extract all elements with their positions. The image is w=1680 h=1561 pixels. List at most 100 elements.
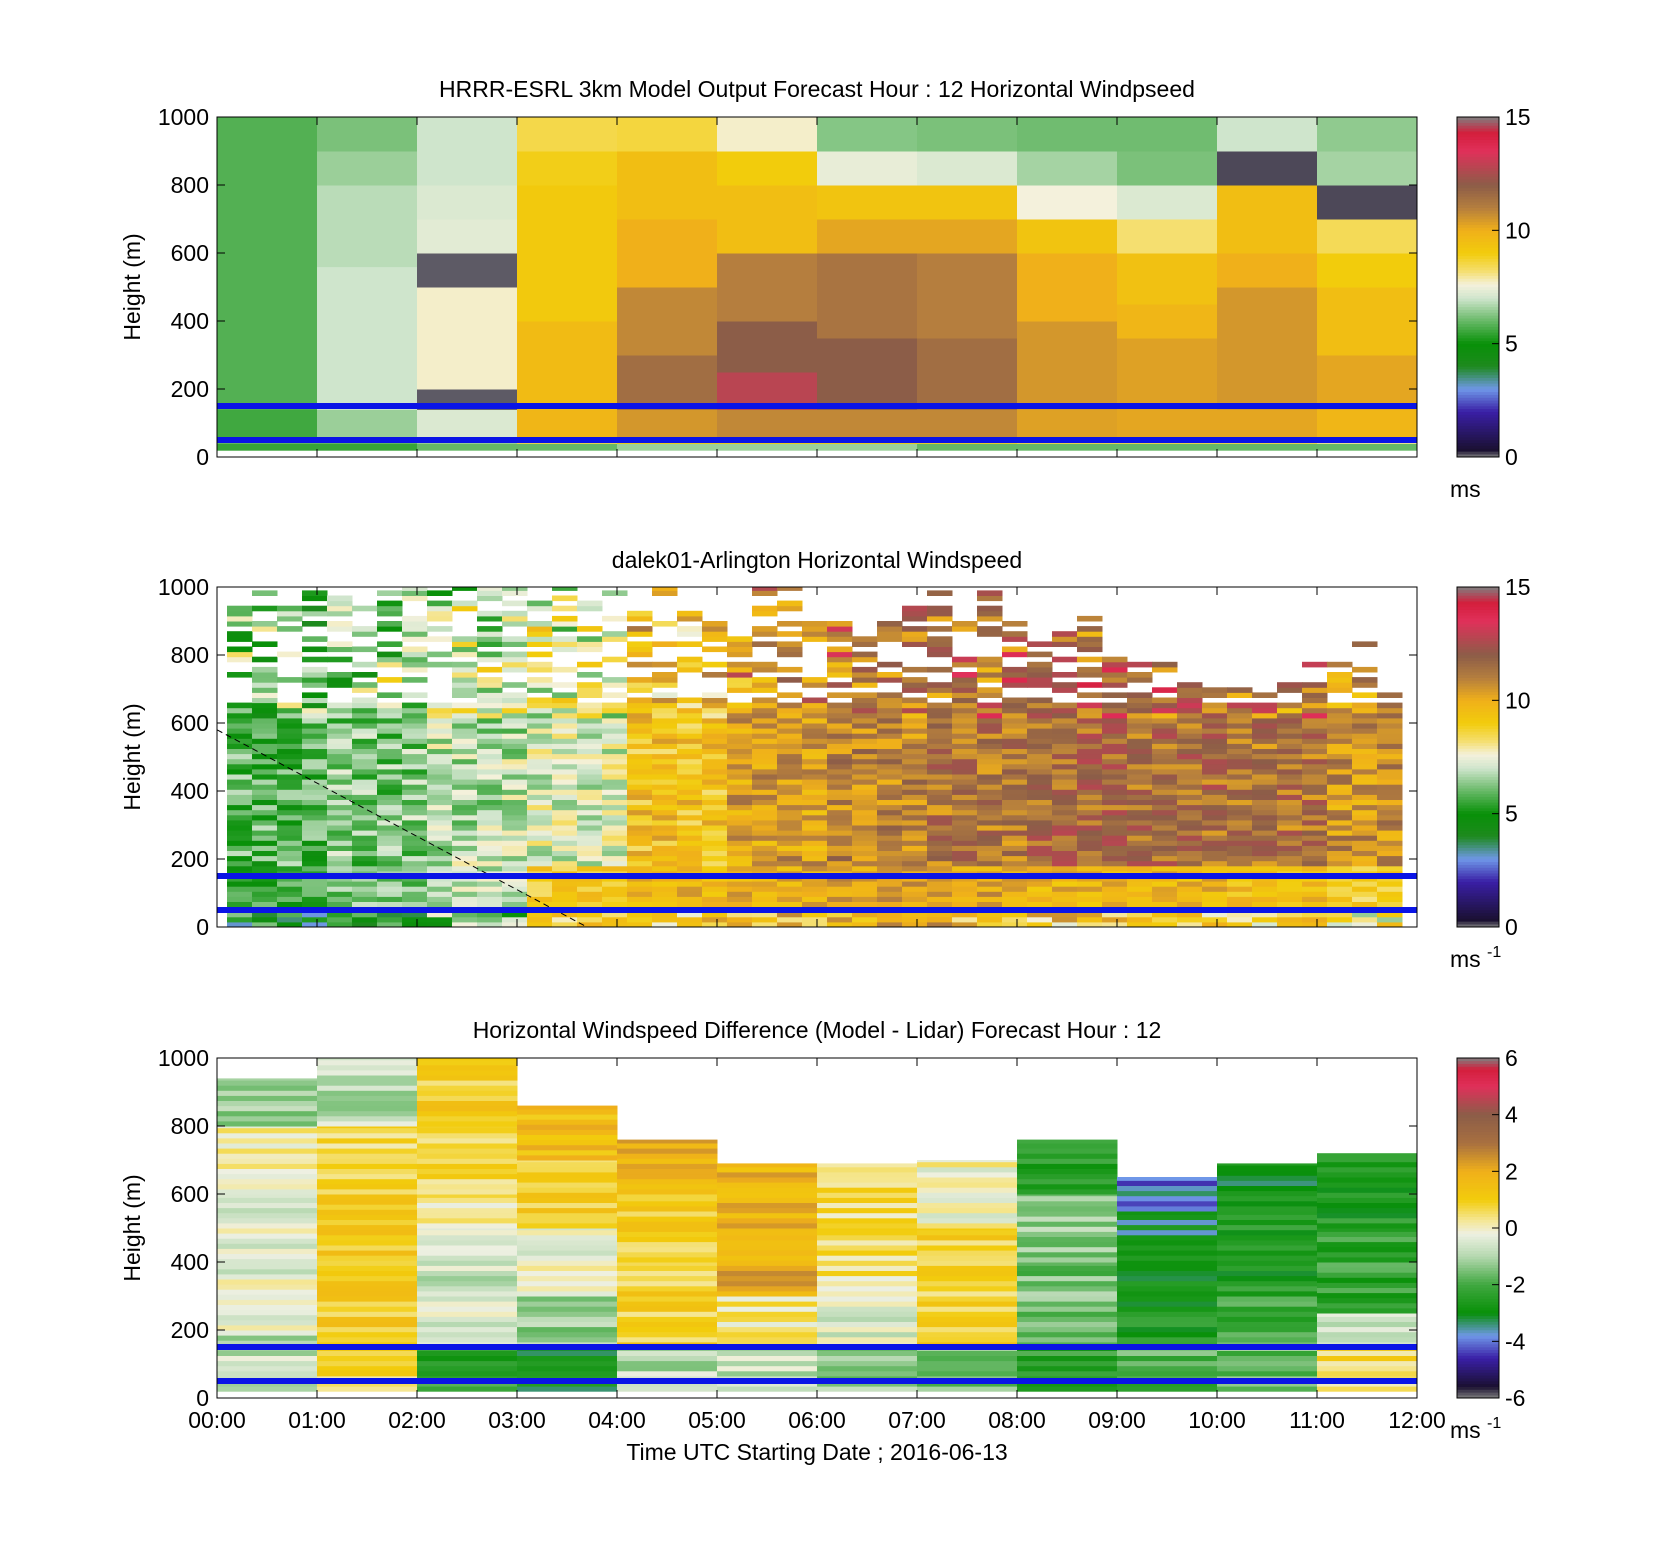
colorbar-segment xyxy=(1457,1335,1499,1339)
heatmap-cell xyxy=(1317,219,1417,254)
colorbar-segment xyxy=(1457,637,1499,642)
heatmap-cell xyxy=(917,1316,1018,1322)
heatmap-cell xyxy=(802,712,828,719)
colorbar-segment xyxy=(1457,1386,1499,1390)
heatmap-cell xyxy=(217,1365,318,1372)
heatmap-cell xyxy=(1227,881,1253,887)
heatmap-cell xyxy=(717,1260,818,1266)
colorbar-segment xyxy=(1457,1275,1499,1280)
heatmap-cell xyxy=(1177,804,1203,811)
colorbar-tick-label: 0 xyxy=(1505,1215,1518,1241)
heatmap-cell xyxy=(617,1173,718,1180)
heatmap-cell xyxy=(1077,804,1103,811)
heatmap-cell xyxy=(527,840,553,846)
heatmap-cell xyxy=(952,728,978,734)
heatmap-cell xyxy=(577,819,603,826)
colorbar-segment xyxy=(1457,904,1499,908)
heatmap-cell xyxy=(477,692,503,698)
heatmap-cell xyxy=(1127,692,1153,698)
heatmap-cell xyxy=(1302,886,1328,892)
heatmap-cell xyxy=(977,748,1003,755)
heatmap-cell xyxy=(1227,799,1253,806)
colorbar-segment xyxy=(1457,431,1499,435)
heatmap-cell xyxy=(1077,738,1103,744)
heatmap-cell xyxy=(777,886,803,892)
heatmap-cell xyxy=(1327,840,1353,846)
heatmap-cell xyxy=(427,600,453,607)
heatmap-cell xyxy=(827,911,853,918)
heatmap-cell xyxy=(477,850,503,857)
heatmap-cell xyxy=(617,1321,718,1328)
heatmap-cell xyxy=(217,1188,318,1195)
heatmap-cell xyxy=(377,779,403,785)
heatmap-cell xyxy=(817,1228,918,1231)
heatmap-cell xyxy=(852,682,878,688)
colorbar-segment xyxy=(1457,1372,1499,1376)
heatmap-cell xyxy=(1202,804,1228,811)
heatmap-cell xyxy=(802,830,828,836)
heatmap-cell xyxy=(977,687,1003,693)
colorbar-segment xyxy=(1457,1233,1499,1237)
heatmap-cell xyxy=(1217,1214,1318,1220)
heatmap-cell xyxy=(777,891,803,897)
heatmap-cell xyxy=(677,916,703,923)
heatmap-cell xyxy=(777,809,803,816)
heatmap-cell xyxy=(417,1321,518,1328)
heatmap-cell xyxy=(1302,774,1328,780)
heatmap-cell xyxy=(752,850,778,857)
heatmap-cell xyxy=(1277,774,1303,780)
heatmap-cell xyxy=(1002,809,1028,816)
heatmap-cell xyxy=(1017,1296,1118,1302)
heatmap-cell xyxy=(227,886,253,892)
heatmap-cell xyxy=(727,886,753,892)
heatmap-cell xyxy=(227,809,253,816)
colorbar-segment xyxy=(1457,731,1499,735)
heatmap-cell xyxy=(317,1183,418,1190)
heatmap-cell xyxy=(1302,825,1328,831)
heatmap-cell xyxy=(1317,1287,1417,1294)
heatmap-cell xyxy=(377,600,403,607)
heatmap-cell xyxy=(1052,891,1078,897)
heatmap-cell xyxy=(952,784,978,790)
heatmap-cell xyxy=(617,1183,718,1190)
heatmap-cell xyxy=(327,723,353,729)
heatmap-cell xyxy=(877,733,903,739)
heatmap-cell xyxy=(427,626,453,632)
colorbar-segment xyxy=(1457,329,1499,333)
heatmap-cell xyxy=(1327,804,1353,811)
heatmap-cell xyxy=(852,666,878,673)
heatmap-cell xyxy=(477,656,503,663)
heatmap-cell xyxy=(1177,687,1203,693)
heatmap-cell xyxy=(1027,641,1053,647)
heatmap-cell xyxy=(1127,886,1153,892)
heatmap-cell xyxy=(752,661,778,668)
heatmap-cell xyxy=(777,799,803,806)
heatmap-cell xyxy=(517,1234,618,1241)
heatmap-cell xyxy=(617,1246,718,1253)
heatmap-cell xyxy=(617,1262,718,1266)
heatmap-cell xyxy=(727,865,753,872)
heatmap-cell xyxy=(377,891,403,897)
heatmap-cell xyxy=(617,355,718,410)
heatmap-cell xyxy=(777,692,803,698)
heatmap-cell xyxy=(777,819,803,826)
heatmap-cell xyxy=(1002,896,1028,902)
heatmap-cell xyxy=(1117,1250,1218,1256)
heatmap-cell xyxy=(427,728,453,734)
heatmap-cell xyxy=(302,753,328,760)
heatmap-cell xyxy=(1127,707,1153,714)
heatmap-cell xyxy=(377,911,403,918)
heatmap-cell xyxy=(1002,753,1028,760)
heatmap-cell xyxy=(227,615,253,622)
heatmap-cell xyxy=(302,697,328,704)
heatmap-cell xyxy=(902,615,928,622)
y-tick-label: 600 xyxy=(171,240,209,266)
heatmap-cell xyxy=(677,779,703,785)
heatmap-cell xyxy=(927,896,953,902)
heatmap-cell xyxy=(517,1365,618,1372)
heatmap-cell xyxy=(1252,865,1278,872)
heatmap-cell xyxy=(277,702,303,709)
heatmap-cell xyxy=(552,723,578,729)
heatmap-cell xyxy=(1102,865,1128,872)
heatmap-cell xyxy=(777,743,803,749)
